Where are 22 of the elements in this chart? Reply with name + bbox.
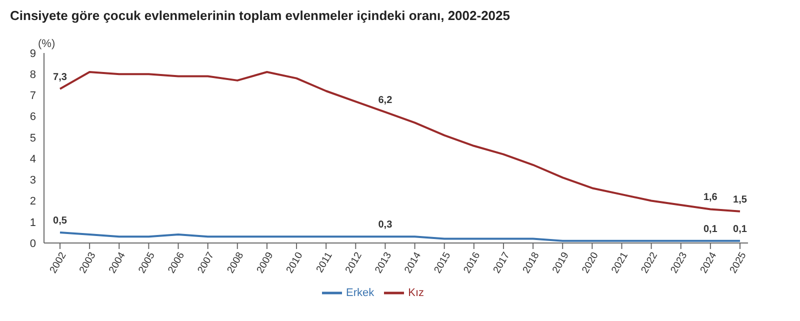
- y-tick-label: 1: [30, 216, 36, 229]
- data-label: 0,1: [703, 224, 718, 235]
- data-label: 1,6: [703, 192, 718, 204]
- legend-label: Kız: [408, 286, 424, 299]
- legend-label: Erkek: [346, 286, 374, 299]
- y-tick-label: 2: [30, 196, 36, 208]
- chart-title: Cinsiyete göre çocuk evlenmelerinin toplam evlenmeler içindeki oranı, 2002-2025: [10, 8, 511, 23]
- y-tick-label: 8: [30, 69, 36, 82]
- y-axis-title: (%): [38, 38, 56, 50]
- y-tick-label: 3: [30, 174, 36, 187]
- y-tick-label: 6: [30, 111, 36, 124]
- data-label: 7,3: [53, 72, 68, 83]
- y-tick-label: 9: [30, 48, 36, 60]
- data-label: 0,3: [378, 220, 393, 231]
- data-label: 1,5: [733, 194, 748, 206]
- y-tick-label: 5: [30, 132, 36, 144]
- y-tick-label: 4: [30, 153, 36, 166]
- y-tick-label: 7: [30, 90, 36, 102]
- data-label: 6,2: [378, 95, 393, 106]
- y-tick-label: 0: [30, 238, 36, 250]
- data-label: 0,1: [733, 224, 748, 235]
- data-label: 0,5: [53, 215, 68, 226]
